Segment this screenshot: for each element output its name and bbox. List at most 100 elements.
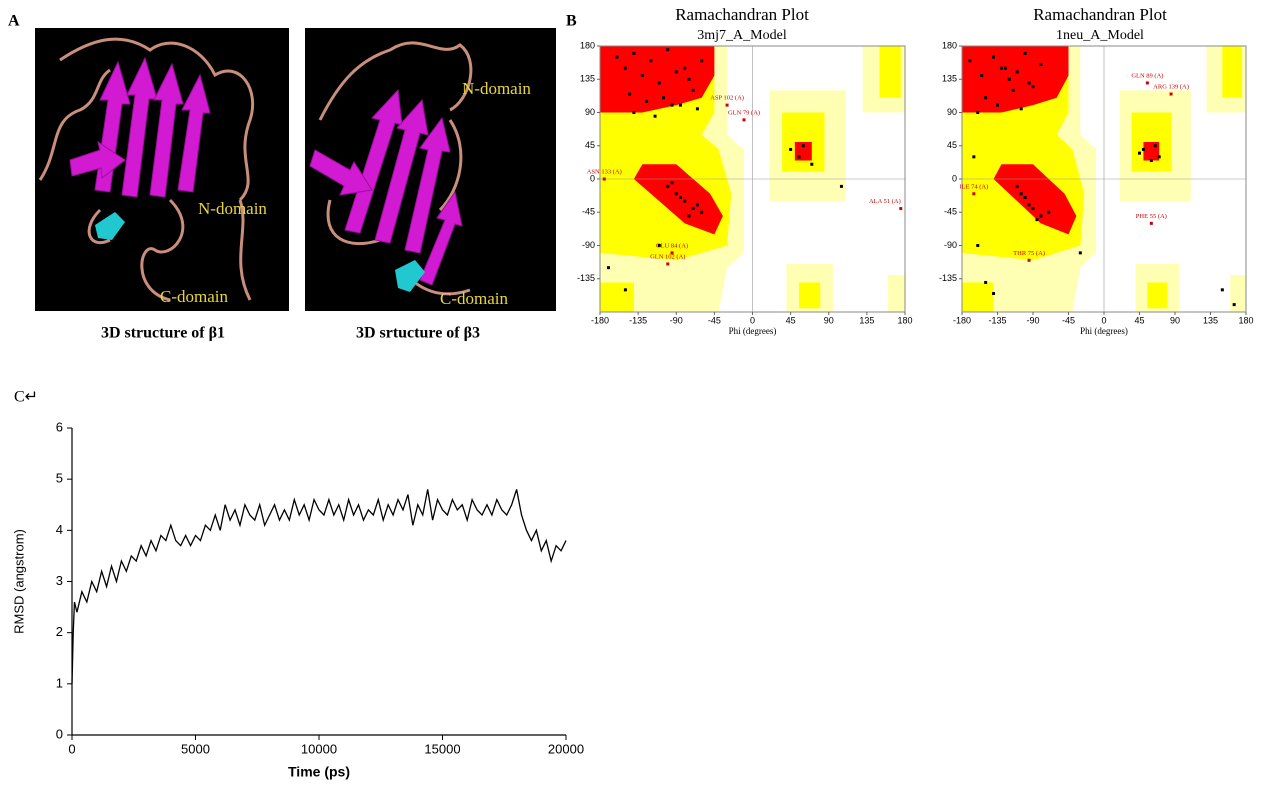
panel-label: C↵ — [14, 389, 38, 406]
y-tick-label: -90 — [582, 240, 595, 250]
x-tick-label: -90 — [1026, 315, 1039, 325]
residue-point — [687, 77, 691, 81]
outlier-point — [725, 103, 729, 107]
residue-point — [670, 103, 674, 107]
y-tick-label: 2 — [56, 624, 63, 639]
caption: 3D srtucture of β3 — [356, 325, 480, 342]
y-tick-label: 3 — [56, 573, 63, 588]
chart-subtitle: 1neu_A_Model — [1056, 28, 1144, 43]
residue-point — [683, 66, 687, 70]
residue-point — [1153, 144, 1157, 148]
residue-point — [1035, 218, 1039, 222]
residue-point — [1031, 85, 1035, 89]
outlier-point — [670, 251, 674, 255]
region — [993, 164, 1077, 235]
structure-image — [305, 28, 556, 311]
x-tick-label: 90 — [1170, 315, 1180, 325]
x-axis-label: Time (ps) — [288, 764, 350, 780]
region — [962, 46, 1069, 113]
y-tick-label: 0 — [56, 726, 63, 741]
caption: 3D structure of β1 — [101, 325, 225, 342]
residue-point — [606, 266, 610, 270]
outlier-point — [602, 177, 606, 181]
y-tick-label: -90 — [944, 240, 957, 250]
residue-point — [623, 66, 627, 70]
y-tick-label: 4 — [56, 522, 63, 537]
residue-point — [996, 103, 999, 107]
residue-point — [984, 280, 988, 284]
outlier-point — [1145, 81, 1149, 85]
residue-point — [687, 214, 691, 218]
panel-label: A — [8, 13, 20, 30]
region — [600, 282, 634, 312]
y-tick-label: 45 — [947, 140, 957, 150]
x-tick-label: 45 — [1134, 315, 1144, 325]
residue-point — [653, 114, 657, 118]
residue-point — [1047, 210, 1051, 214]
y-tick-label: 45 — [585, 140, 595, 150]
x-tick-label: 20000 — [548, 741, 584, 756]
y-tick-label: 0 — [952, 173, 957, 183]
x-tick-label: 0 — [1101, 315, 1106, 325]
residue-point — [683, 199, 687, 203]
residue-point — [984, 96, 988, 100]
residue-point — [1011, 88, 1015, 92]
outlier-label: THR 75 (A) — [1013, 250, 1045, 257]
residue-point — [666, 48, 670, 52]
x-tick-label: -180 — [591, 315, 609, 325]
outlier-label: ALA 51 (A) — [869, 198, 901, 205]
outlier-point — [972, 192, 976, 196]
y-tick-label: 135 — [942, 74, 957, 84]
y-tick-label: 90 — [585, 107, 595, 117]
x-tick-label: 0 — [68, 741, 75, 756]
residue-point — [1019, 107, 1023, 111]
chart-subtitle: 3mj7_A_Model — [697, 28, 787, 43]
residue-point — [674, 70, 678, 74]
residue-point — [615, 55, 619, 59]
structure-image — [35, 28, 289, 311]
residue-point — [999, 66, 1003, 70]
residue-point — [1027, 81, 1031, 85]
residue-point — [789, 147, 793, 151]
x-axis-label: Phi (degrees) — [1080, 326, 1128, 336]
panel-label: B — [566, 13, 577, 30]
residue-point — [666, 184, 670, 188]
residue-point — [632, 111, 636, 114]
domain-label: C-domain — [160, 287, 228, 306]
residue-point — [1220, 288, 1224, 292]
x-tick-label: -135 — [629, 315, 647, 325]
residue-point — [1019, 192, 1023, 196]
x-tick-label: 180 — [1238, 315, 1253, 325]
y-tick-label: -135 — [939, 273, 957, 283]
residue-point — [797, 155, 801, 159]
residue-point — [1039, 214, 1043, 218]
y-tick-label: -135 — [577, 273, 595, 283]
region — [1222, 46, 1243, 98]
x-tick-label: 15000 — [424, 741, 460, 756]
outlier-label: GLN 102 (A) — [650, 253, 685, 260]
residue-point — [1031, 207, 1035, 211]
x-axis-label: Phi (degrees) — [729, 326, 777, 336]
residue-point — [657, 244, 661, 247]
residue-point — [1023, 51, 1027, 55]
residue-point — [628, 92, 632, 96]
residue-point — [1003, 66, 1007, 70]
residue-point — [1138, 151, 1141, 155]
residue-point — [640, 74, 644, 78]
residue-point — [972, 155, 976, 159]
residue-point — [1027, 203, 1031, 207]
residue-point — [695, 107, 699, 111]
region — [633, 164, 723, 235]
residue-point — [623, 288, 627, 292]
residue-point — [674, 192, 678, 196]
outlier-label: ASN 133 (A) — [587, 168, 622, 175]
residue-point — [662, 96, 666, 100]
residue-point — [645, 99, 649, 103]
residue-point — [1007, 77, 1011, 81]
y-axis-label: RMSD (angstrom) — [11, 529, 26, 634]
y-tick-label: 180 — [580, 40, 595, 50]
residue-point — [670, 181, 674, 185]
residue-point — [1015, 70, 1019, 74]
outlier-label: GLU 84 (A) — [656, 242, 688, 249]
